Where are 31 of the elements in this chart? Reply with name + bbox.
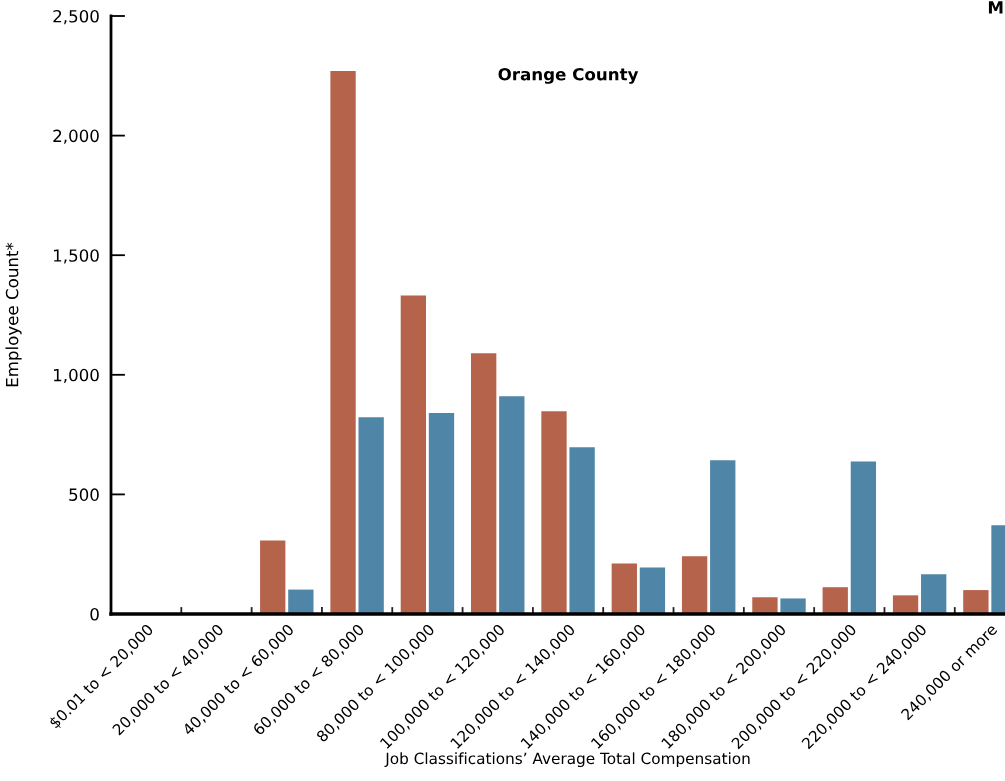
bar <box>681 556 708 614</box>
bar <box>611 563 637 614</box>
bar <box>428 413 455 614</box>
bar <box>358 417 384 614</box>
bar <box>471 353 497 614</box>
bar <box>921 574 947 614</box>
text: M <box>988 1 1003 14</box>
bar <box>499 396 525 614</box>
y-axis-title: Employee Count* <box>5 242 22 387</box>
y-tick-label: 1,500 <box>54 249 99 264</box>
y-tick-label: 2,500 <box>53 9 99 25</box>
bar <box>780 598 806 614</box>
bar <box>260 540 286 614</box>
text: Orange County <box>498 67 639 84</box>
bar <box>639 567 666 614</box>
bar <box>288 589 314 614</box>
bar <box>850 461 877 614</box>
bar <box>822 587 848 614</box>
y-tick-label: 2,000 <box>53 129 99 144</box>
bar <box>400 295 427 614</box>
bar <box>569 447 595 614</box>
bar <box>330 71 356 614</box>
y-tick-label: 1,000 <box>54 368 99 384</box>
bar <box>892 595 919 614</box>
y-tick-label: 0 <box>90 607 99 621</box>
y-tick-label: 500 <box>69 488 99 501</box>
x-axis-title: Job Classifications’ Average Total Compensation <box>384 752 750 768</box>
bar <box>963 590 989 614</box>
bar <box>752 597 778 614</box>
bar <box>710 460 736 614</box>
bar <box>541 411 567 614</box>
